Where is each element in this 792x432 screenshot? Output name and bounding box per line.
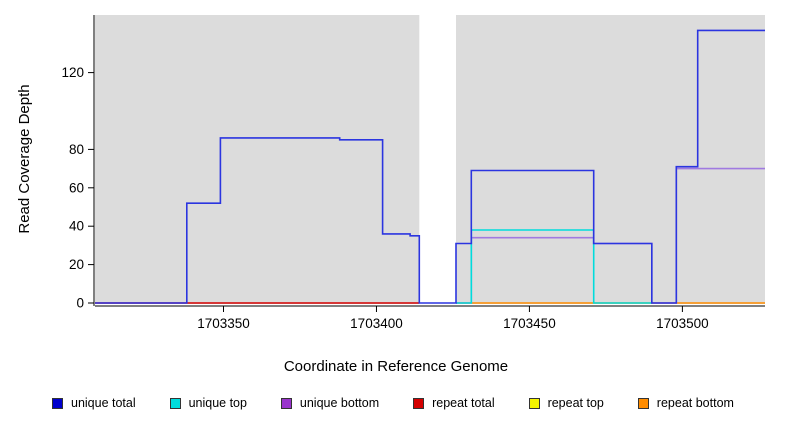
- chart-canvas: 1703350 1703400 1703450 1703500 0 20 40 60 80 120: [61, 15, 765, 331]
- x-tick-label: 1703400: [350, 316, 403, 331]
- x-axis-title: Coordinate in Reference Genome: [283, 358, 509, 375]
- y-tick-label: 60: [69, 180, 84, 195]
- legend-label: unique bottom: [299, 396, 380, 410]
- coverage-plot-figure: 1703350 1703400 1703450 1703500 0 20 40 60 80 120…: [16, 15, 765, 410]
- y-tick-label: 20: [69, 257, 84, 272]
- legend-item-repeat-bottom: repeat bottom: [637, 396, 734, 410]
- legend-item-unique-total: unique total: [52, 396, 136, 410]
- x-tick-label: 1703350: [197, 316, 250, 331]
- series-line-unique-total: [95, 29, 765, 304]
- y-tick-label: 40: [69, 219, 84, 234]
- y-tick-label: 120: [61, 65, 84, 80]
- legend-item-unique-bottom: unique bottom: [280, 396, 380, 410]
- legend-item-unique-top: unique top: [169, 396, 247, 410]
- legend-swatch-repeat-total: [413, 397, 425, 409]
- legend-label: repeat bottom: [656, 396, 734, 410]
- legend-swatch-repeat-bottom: [637, 397, 649, 409]
- legend-item-repeat-total: repeat total: [413, 396, 495, 410]
- legend-swatch-repeat-top: [528, 397, 540, 409]
- shaded-region-1: [456, 15, 765, 304]
- x-tick-label: 1703500: [656, 316, 709, 331]
- legend-item-repeat-top: repeat top: [528, 396, 604, 410]
- legend-label: repeat top: [547, 396, 604, 410]
- series-line-unique-top: [456, 229, 652, 304]
- legend: unique total unique top unique bottom repea…: [0, 396, 792, 410]
- legend-label: unique top: [188, 396, 247, 410]
- legend-swatch-unique-top: [169, 397, 181, 409]
- shaded-region-0: [95, 15, 420, 304]
- legend-swatch-unique-total: [52, 397, 63, 409]
- x-tick-label: 1703450: [503, 316, 556, 331]
- legend-label: repeat total: [432, 396, 495, 410]
- y-tick-label: 0: [76, 296, 84, 311]
- y-axis-title: Read Coverage Depth: [16, 84, 33, 234]
- y-tick-label: 80: [69, 142, 84, 157]
- legend-swatch-unique-bottom: [280, 397, 292, 409]
- legend-label: unique total: [71, 396, 136, 410]
